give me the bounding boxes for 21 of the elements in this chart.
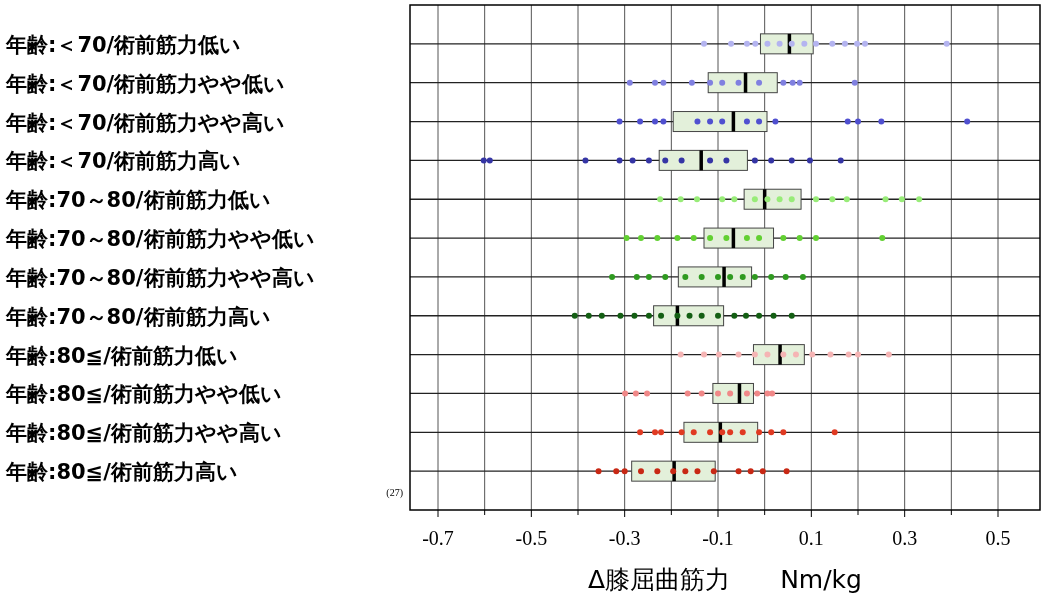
y-tick-label: 年齢:＜70/術前筋力低い <box>5 32 242 57</box>
y-tick-label: 年齢:70～80/術前筋力高い <box>5 304 271 329</box>
y-tick-label: 年齢:70～80/術前筋力低い <box>5 188 271 213</box>
y-tick-label: 年齢:＜70/術前筋力やや低い <box>5 71 286 96</box>
x-tick-label: 0.1 <box>798 527 824 549</box>
x-tick-label: 0.3 <box>892 527 918 549</box>
y-tick-label: 年齢:80≦/術前筋力やや高い <box>5 421 282 446</box>
y-tick-label: 年齢:80≦/術前筋力低い <box>5 343 238 368</box>
x-axis-title: Δ膝屈曲筋力 Nm/kg <box>588 565 862 594</box>
y-tick-label: 年齢:＜70/術前筋力やや高い <box>5 110 286 135</box>
y-tick-label: 年齢:70～80/術前筋力やや低い <box>5 227 315 252</box>
y-tick-label: 年齢:80≦/術前筋力やや低い <box>5 382 282 407</box>
x-tick-label: -0.3 <box>608 527 641 549</box>
y-tick-label: 年齢:70～80/術前筋力やや高い <box>5 265 315 290</box>
x-tick-label: -0.5 <box>515 527 548 549</box>
y-tick-label: 年齢:80≦/術前筋力高い <box>5 460 238 485</box>
x-tick-label: 0.5 <box>985 527 1011 549</box>
y-tick-label: 年齢:＜70/術前筋力高い <box>5 149 242 174</box>
x-tick-label: -0.7 <box>422 527 454 549</box>
text: (27) <box>386 487 403 499</box>
x-tick-label: -0.1 <box>702 527 734 549</box>
